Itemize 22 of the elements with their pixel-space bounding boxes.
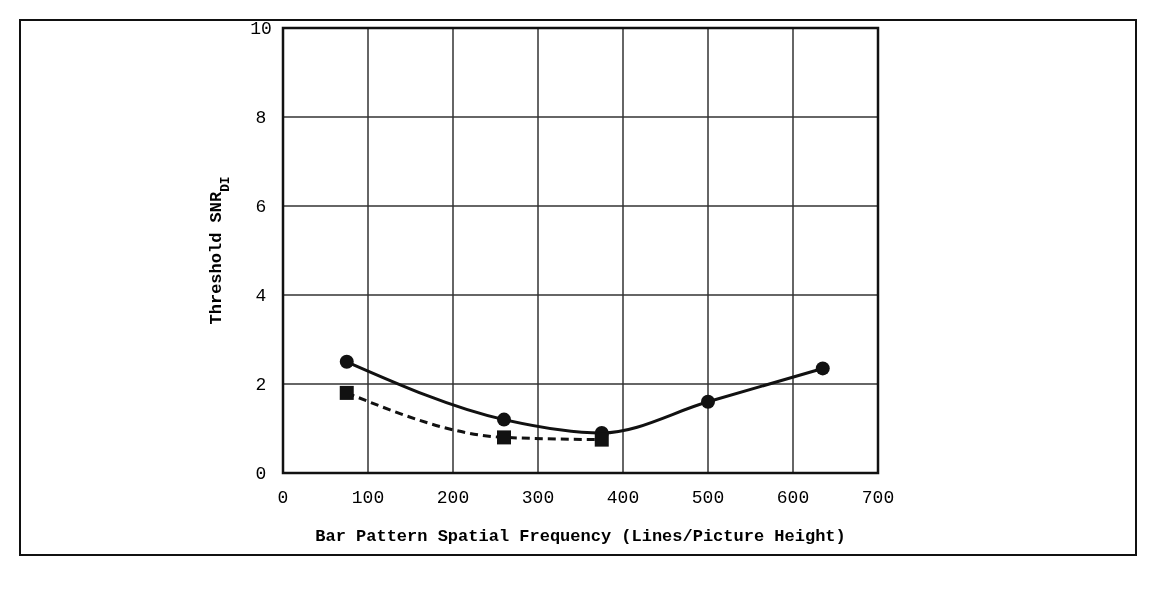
point (339, 354, 354, 369)
point (594, 432, 609, 447)
x-tick-label: 100 (351, 488, 385, 508)
x-tick-label: 500 (691, 488, 725, 508)
y-tick-label: 2 (255, 375, 267, 395)
x-tick-label: 200 (436, 488, 470, 508)
y-tick-label: 4 (255, 286, 267, 306)
x-tick-label: 400 (606, 488, 640, 508)
y-tick-label: 10 (250, 19, 272, 39)
x-tick-label: 0 (277, 488, 289, 508)
x-tick-label: 700 (861, 488, 895, 508)
y-tick-label: 6 (255, 197, 267, 217)
point (497, 430, 511, 445)
point (815, 361, 830, 376)
y-tick-label: 0 (255, 464, 267, 484)
point (497, 412, 511, 427)
point (339, 385, 354, 400)
x-axis-title: Bar Pattern Spatial Frequency (Lines/Picture Height) (315, 527, 846, 546)
x-tick-label: 600 (776, 488, 810, 508)
x-tick-label: 300 (521, 488, 555, 508)
point (701, 394, 715, 409)
y-tick-label: 8 (255, 108, 267, 128)
